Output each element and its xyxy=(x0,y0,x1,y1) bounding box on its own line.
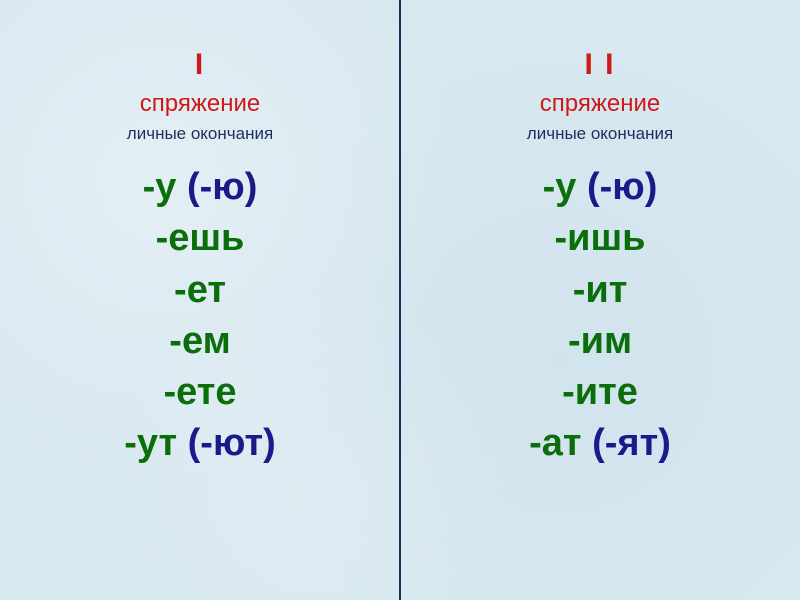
left-ending-0: -у (-ю) xyxy=(143,162,258,213)
right-ending-5: -ат (-ят) xyxy=(529,418,671,469)
right-ending-0: -у (-ю) xyxy=(543,162,658,213)
right-ending-2: -ит xyxy=(573,265,628,316)
left-ending-5: -ут (-ют) xyxy=(124,418,276,469)
left-numeral: I xyxy=(195,48,205,82)
right-ending-1: -ишь xyxy=(554,213,645,264)
right-ending-3: -им xyxy=(568,316,632,367)
right-conjugation-label: спряжение xyxy=(540,90,660,118)
left-ending-2: -ет xyxy=(174,265,226,316)
right-subtitle: личные окончания xyxy=(527,124,673,144)
right-numeral: I I xyxy=(584,48,615,82)
right-column: I I спряжение личные окончания -у (-ю) -… xyxy=(400,0,800,600)
right-ending-4: -ите xyxy=(562,367,638,418)
left-subtitle: личные окончания xyxy=(127,124,273,144)
left-ending-3: -ем xyxy=(169,316,230,367)
left-conjugation-label: спряжение xyxy=(140,90,260,118)
left-ending-4: -ете xyxy=(163,367,236,418)
left-ending-1: -ешь xyxy=(156,213,245,264)
left-column: I спряжение личные окончания -у (-ю) -еш… xyxy=(0,0,400,600)
vertical-divider xyxy=(399,0,401,600)
